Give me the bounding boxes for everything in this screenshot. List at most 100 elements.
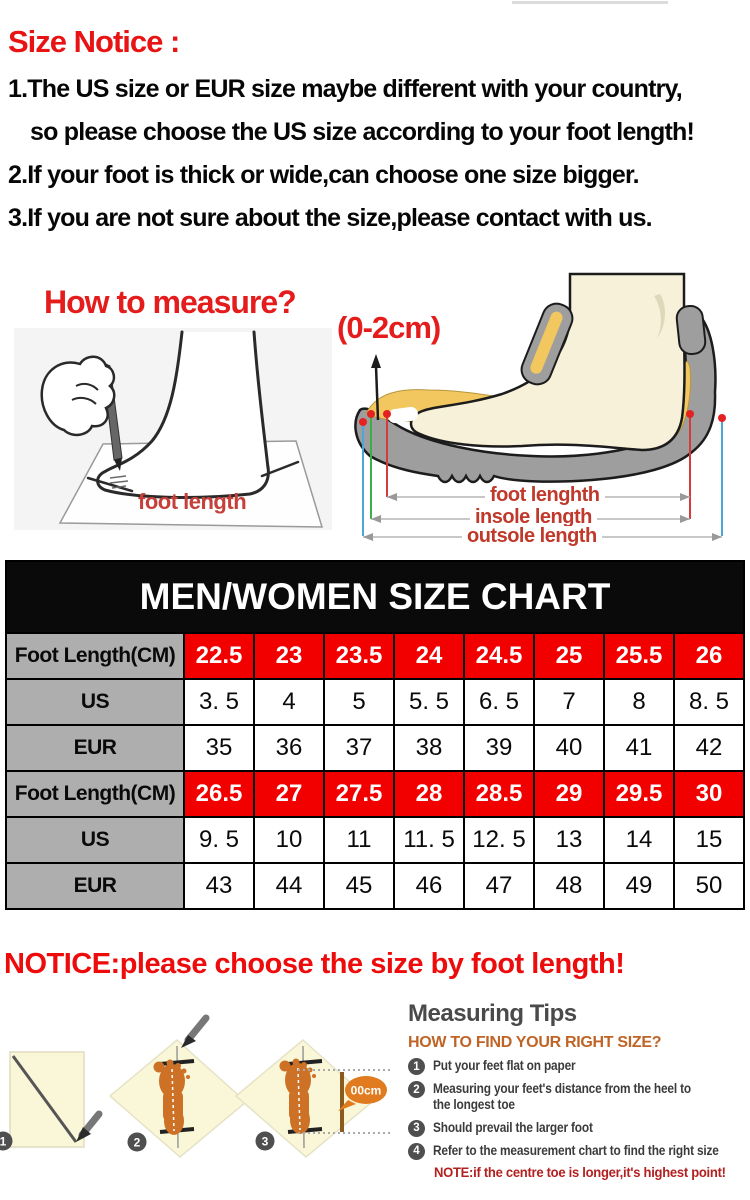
table-row: Foot Length(CM) 26.5 27 27.5 28 28.5 29 … <box>7 770 743 816</box>
foot-length-measure-label: foot lenghth <box>485 485 605 505</box>
step1-line <box>11 1055 78 1143</box>
step-badge-3 <box>255 1131 275 1151</box>
table-cell: 13 <box>535 818 605 862</box>
toe-allowance-arrowhead <box>371 354 381 368</box>
measuring-tips-note: NOTE:if the centre toe is longer,it's hi… <box>434 1164 726 1180</box>
foot-length-label: foot length <box>138 489 247 514</box>
table-row: EUR 35 36 37 38 39 40 41 42 <box>7 724 743 770</box>
table-cell: 14 <box>605 818 675 862</box>
table-cell: 25.5 <box>605 634 675 678</box>
step-number-badge: 4 <box>408 1142 425 1160</box>
step-badge-2-number: 2 <box>134 1136 141 1150</box>
step2-pencil-tip <box>181 1035 196 1048</box>
table-cell: 24.5 <box>465 634 535 678</box>
measure-tick-marks <box>86 460 300 493</box>
step-badge-2 <box>127 1132 147 1152</box>
outsole-length-measure-label: outsole length <box>462 526 602 546</box>
row-header: US <box>7 680 185 724</box>
table-cell: 30 <box>675 772 743 816</box>
table-cell: 6. 5 <box>465 680 535 724</box>
table-cell: 11. 5 <box>395 818 465 862</box>
measuring-tips-subtitle: HOW TO FIND YOUR RIGHT SIZE? <box>408 1034 662 1051</box>
tip-step: 4 Refer to the measurement chart to find… <box>408 1142 748 1160</box>
table-cell: 29.5 <box>605 772 675 816</box>
foot-shape <box>96 332 269 499</box>
foot-outline <box>96 330 270 499</box>
step-text: Measuring your feet's distance from the … <box>433 1081 691 1113</box>
row-header: EUR <box>7 864 185 908</box>
table-cell: 39 <box>465 726 535 770</box>
table-cell: 29 <box>535 772 605 816</box>
row-header: Foot Length(CM) <box>7 634 185 678</box>
row-header: US <box>7 818 185 862</box>
table-cell: 50 <box>675 864 743 908</box>
measuring-steps-illustration: 1 2 00cm 3 <box>0 1014 392 1158</box>
foot-inside-shoe <box>409 272 686 452</box>
speech-bubble <box>345 1076 387 1104</box>
insole-length-measure-label: insole length <box>470 507 597 527</box>
table-cell: 28.5 <box>465 772 535 816</box>
table-cell: 26 <box>675 634 743 678</box>
step-number-badge: 2 <box>408 1081 425 1098</box>
table-cell: 23.5 <box>325 634 395 678</box>
tip-step: 3 Should prevail the larger foot <box>408 1119 748 1137</box>
front-collar <box>520 302 574 386</box>
step-badge-1 <box>0 1131 13 1151</box>
size-notice-title: Size Notice : <box>8 24 180 59</box>
table-cell: 5 <box>325 680 395 724</box>
table-cell: 25 <box>535 634 605 678</box>
notice-line-4: 3.If you are not sure about the size,ple… <box>8 204 653 232</box>
table-cell: 45 <box>325 864 395 908</box>
ruler-measurement-text: 00cm <box>351 1084 382 1098</box>
table-cell: 49 <box>605 864 675 908</box>
table-cell: 41 <box>605 726 675 770</box>
foot-tracing-illustration <box>14 328 332 530</box>
tip-step: 1 Put your feet flat on paper <box>408 1058 748 1075</box>
table-row: US 3. 5 4 5 5. 5 6. 5 7 8 8. 5 <box>7 678 743 724</box>
table-cell: 44 <box>255 864 325 908</box>
table-cell: 46 <box>395 864 465 908</box>
choose-by-foot-length-notice: NOTICE:please choose the size by foot le… <box>4 948 625 980</box>
table-cell: 35 <box>185 726 255 770</box>
table-cell: 12. 5 <box>465 818 535 862</box>
step-number-badge: 3 <box>408 1119 425 1137</box>
measure-arrowheads <box>363 493 722 541</box>
step1-pencil-tip <box>76 1127 91 1142</box>
table-cell: 42 <box>675 726 743 770</box>
pencil-tip <box>114 458 122 471</box>
size-notice-text: 1.The US size or EUR size maybe differen… <box>8 68 748 240</box>
table-row: Foot Length(CM) 22.5 23 23.5 24 24.5 25 … <box>7 632 743 678</box>
notice-line-1: 1.The US size or EUR size maybe differen… <box>8 75 683 103</box>
table-cell: 22.5 <box>185 634 255 678</box>
table-cell: 36 <box>255 726 325 770</box>
step2-top-tick <box>159 1059 195 1066</box>
step-number-badge: 1 <box>408 1058 425 1075</box>
table-cell: 37 <box>325 726 395 770</box>
step-badge-1-number: 1 <box>0 1135 7 1149</box>
speech-bubble-tail <box>338 1100 356 1111</box>
row-header: EUR <box>7 726 185 770</box>
toe-gap <box>388 406 418 424</box>
step-badge-3-number: 3 <box>262 1135 269 1149</box>
step-text: Refer to the measurement chart to find t… <box>433 1142 719 1158</box>
toe-allowance-arrow <box>374 365 380 421</box>
table-cell: 28 <box>395 772 465 816</box>
notice-line-3: 2.If your foot is thick or wide,can choo… <box>8 161 640 189</box>
tip-step: 2 Measuring your feet's distance from th… <box>408 1081 748 1114</box>
table-cell: 15 <box>675 818 743 862</box>
table-cell: 26.5 <box>185 772 255 816</box>
table-cell: 8. 5 <box>675 680 743 724</box>
notice-line-2: so please choose the US size according t… <box>30 118 695 146</box>
back-collar <box>675 304 707 356</box>
tolerance-label: (0-2cm) <box>337 310 441 345</box>
table-cell: 40 <box>535 726 605 770</box>
shoe-shell <box>354 308 717 484</box>
table-cell: 7 <box>535 680 605 724</box>
table-row: EUR 43 44 45 46 47 48 49 50 <box>7 862 743 908</box>
table-cell: 43 <box>185 864 255 908</box>
finger-lines <box>71 382 99 405</box>
table-cell: 38 <box>395 726 465 770</box>
table-cell: 23 <box>255 634 325 678</box>
step2-pencil-icon <box>184 1014 210 1044</box>
hand-shape <box>40 355 116 437</box>
